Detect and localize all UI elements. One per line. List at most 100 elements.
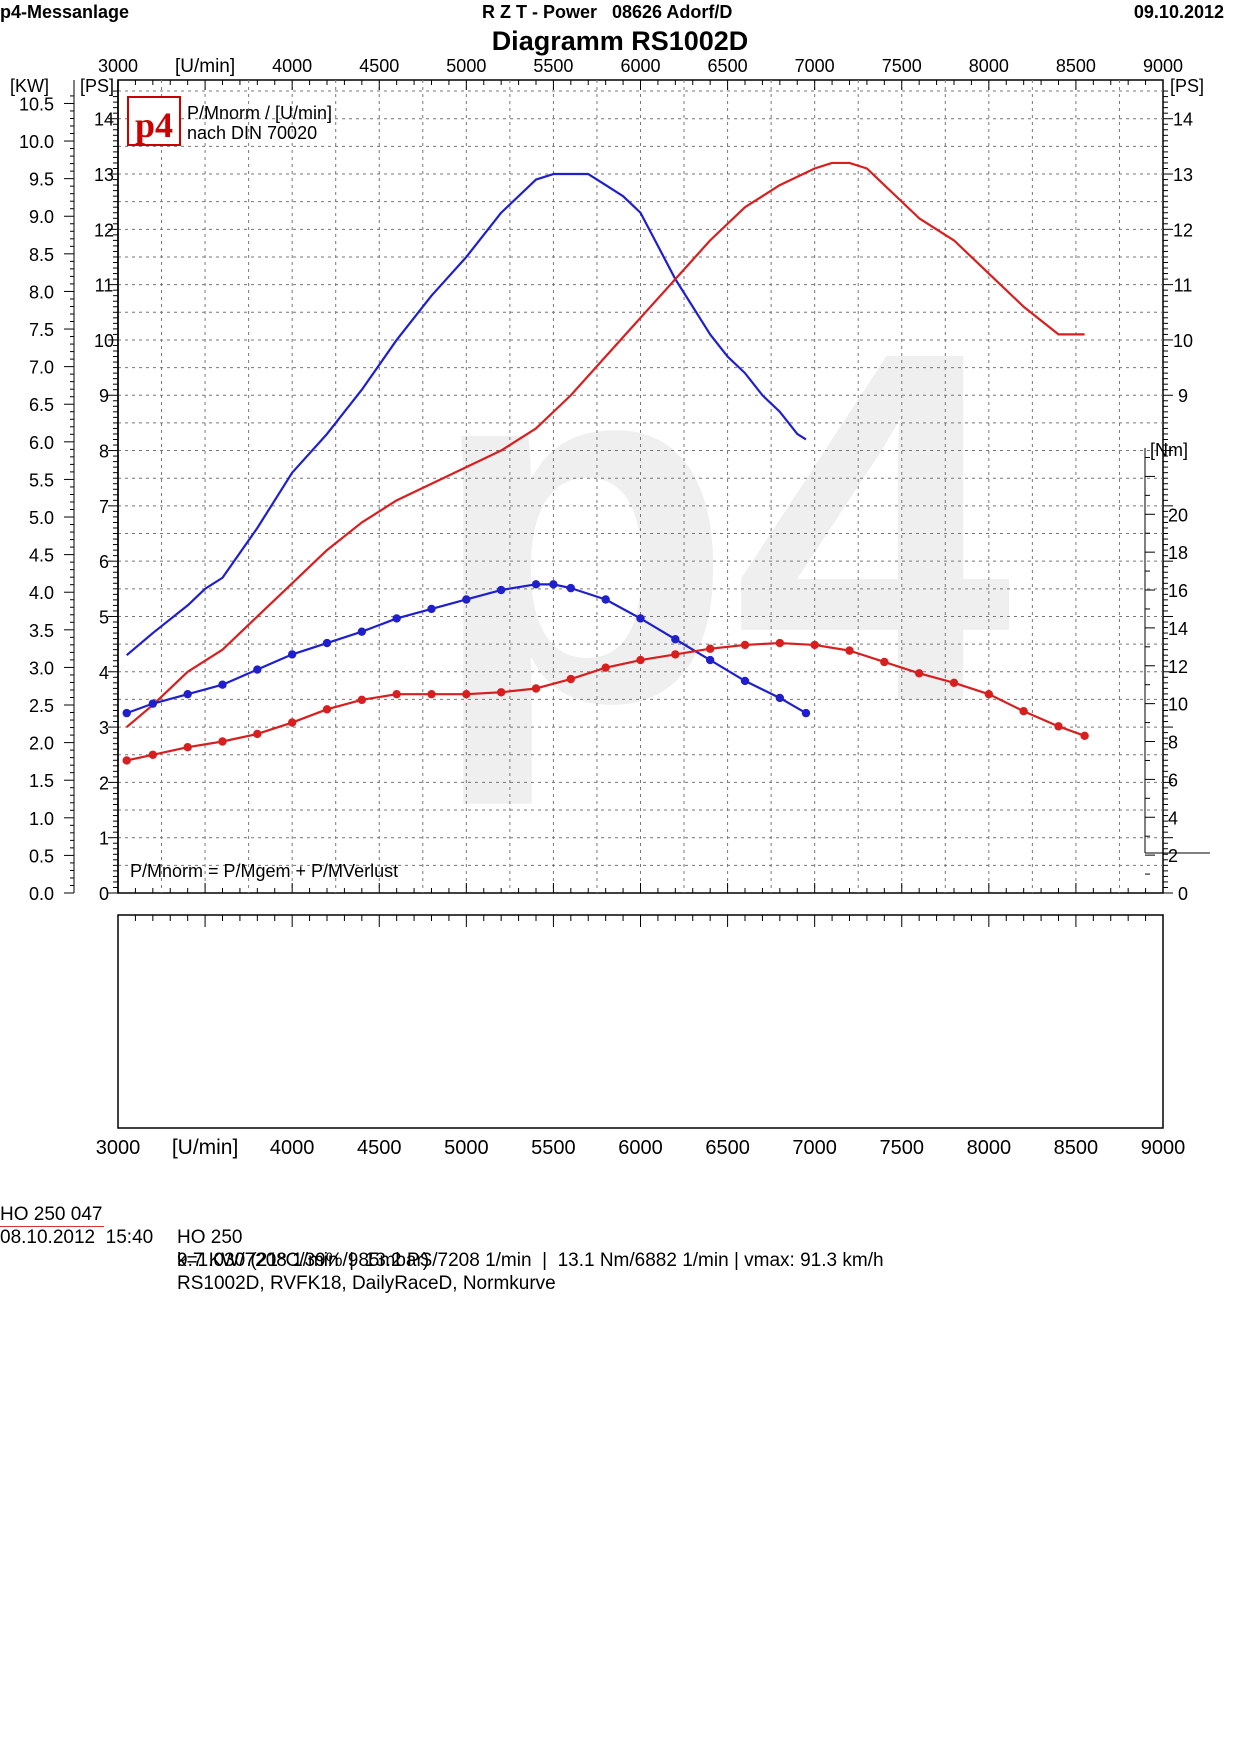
data-point (322, 638, 332, 648)
series-line-nm-blue (126, 583, 807, 715)
data-point (253, 729, 262, 739)
data-point (636, 655, 645, 665)
x-tick-label-top: 5000 (446, 56, 486, 76)
logo-frame (127, 96, 181, 146)
x-tick-label-bottom: 6000 (618, 1137, 663, 1159)
x-tick-label-bottom: 3000 (96, 1137, 141, 1159)
x-tick-label-top: 9000 (1143, 56, 1183, 76)
x-tick-label-bottom: 4000 (270, 1137, 315, 1159)
x-tick-label-bottom: 6500 (705, 1137, 750, 1159)
header-left: p4-Messanlage (0, 2, 130, 22)
data-point (549, 580, 558, 589)
formula-text: P/Mnorm = P/Mgem + P/MVerlust (130, 861, 398, 881)
x-tick-label-top: 8000 (969, 56, 1009, 76)
data-point (183, 689, 192, 699)
data-point (880, 657, 889, 667)
kw-tick-label: 4.0 (29, 583, 54, 603)
ps-tick-label-left: 13 (94, 165, 114, 185)
ps-unit-label-right: [PS] (1170, 76, 1204, 96)
data-point (671, 650, 680, 659)
series-line-ps-blue (125, 172, 807, 657)
x-tick-label-bottom: 7000 (792, 1137, 837, 1159)
kw-tick-label: 6.0 (29, 433, 54, 453)
data-point (705, 644, 715, 653)
x-tick-label-top: 5500 (533, 56, 573, 76)
data-point (462, 595, 471, 604)
kw-tick-label: 8.5 (29, 245, 54, 265)
kw-tick-label: 0.0 (29, 884, 54, 904)
data-point (531, 580, 541, 589)
info-datetime: 08.10.2012 15:40 (0, 1227, 154, 1248)
ps-tick-label-left: 14 (94, 110, 114, 130)
x-tick-label-bottom: 9000 (1141, 1137, 1186, 1159)
ps-tick-label-left: 1 (99, 829, 109, 849)
data-point (601, 663, 610, 672)
ps-tick-label-left: 12 (94, 220, 114, 240)
logo-text: p4 (135, 105, 173, 145)
data-point (531, 684, 541, 693)
legend-title: P/Mnorm / [U/min] (187, 103, 332, 123)
ps-unit-label-left: [PS] (80, 76, 114, 96)
data-point (914, 669, 924, 678)
info-block: HO 250 047 HO 250 08.10.2012 15:40 9.7 K… (0, 1180, 884, 1294)
info-conditions: k=1.030 (21°C/39%/985mbar) (177, 1250, 430, 1271)
ps-tick-label-right: 0 (1178, 884, 1188, 904)
nm-tick-label: 4 (1168, 808, 1178, 828)
ps-tick-label-right: 10 (1173, 331, 1193, 351)
kw-tick-label: 5.0 (29, 508, 54, 528)
x-tick-label-bottom: 5500 (531, 1137, 576, 1159)
kw-tick-label: 5.5 (29, 470, 54, 490)
data-point (496, 585, 506, 595)
data-point (1054, 722, 1063, 731)
series-line-ps-red (125, 161, 1085, 728)
x-tick-label-bottom: 4500 (357, 1137, 402, 1159)
ps-tick-label-left: 4 (99, 663, 109, 683)
nm-unit-label: [Nm] (1150, 440, 1188, 460)
ps-tick-label-left: 8 (99, 442, 109, 462)
data-point (740, 640, 750, 650)
data-point (392, 614, 401, 623)
data-point (218, 680, 227, 689)
kw-tick-label: 10.5 (19, 94, 54, 114)
ps-tick-label-left: 5 (99, 607, 109, 627)
data-point (705, 655, 715, 665)
data-point (1080, 731, 1089, 741)
kw-unit-label: [KW] (10, 76, 49, 96)
data-point (810, 640, 819, 650)
info-setup: RS1002D, RVFK18, DailyRaceD, Normkurve (177, 1273, 556, 1294)
x-tick-label-bottom: 8500 (1054, 1137, 1099, 1159)
x-tick-label-bottom: 8000 (967, 1137, 1012, 1159)
ps-tick-label-right: 9 (1178, 386, 1188, 406)
data-point (671, 635, 680, 644)
ps-tick-label-left: 9 (99, 386, 109, 406)
kw-tick-label: 10.0 (19, 132, 54, 152)
header-date: 09.10.2012 (1133, 2, 1224, 22)
data-point (148, 750, 158, 759)
data-point (148, 699, 158, 708)
info-id: HO 250 047 (0, 1204, 105, 1227)
data-point (427, 604, 436, 614)
kw-tick-label: 9.0 (29, 207, 54, 227)
data-point (984, 689, 994, 699)
data-point (801, 708, 811, 718)
kw-tick-label: 0.5 (29, 846, 54, 866)
ps-tick-label-left: 7 (99, 497, 109, 517)
ps-tick-label-right: 13 (1173, 165, 1193, 185)
ps-tick-label-left: 11 (95, 276, 114, 296)
ps-tick-label-left: 10 (94, 331, 114, 351)
data-point (601, 595, 610, 604)
data-point (775, 638, 785, 648)
ps-tick-label-right: 12 (1173, 220, 1193, 240)
x-tick-label-top: 4500 (359, 56, 399, 76)
data-point (253, 665, 262, 674)
x-tick-label-top: 7000 (795, 56, 835, 76)
nm-tick-label: 2 (1168, 846, 1178, 866)
nm-tick-label: 14 (1168, 619, 1188, 639)
data-point (392, 689, 401, 699)
ps-tick-label-right: 14 (1173, 110, 1193, 130)
data-point (218, 737, 227, 746)
ps-tick-label-right: 11 (1174, 276, 1193, 296)
data-point (949, 678, 959, 688)
watermark-text: p4 (428, 247, 1015, 809)
